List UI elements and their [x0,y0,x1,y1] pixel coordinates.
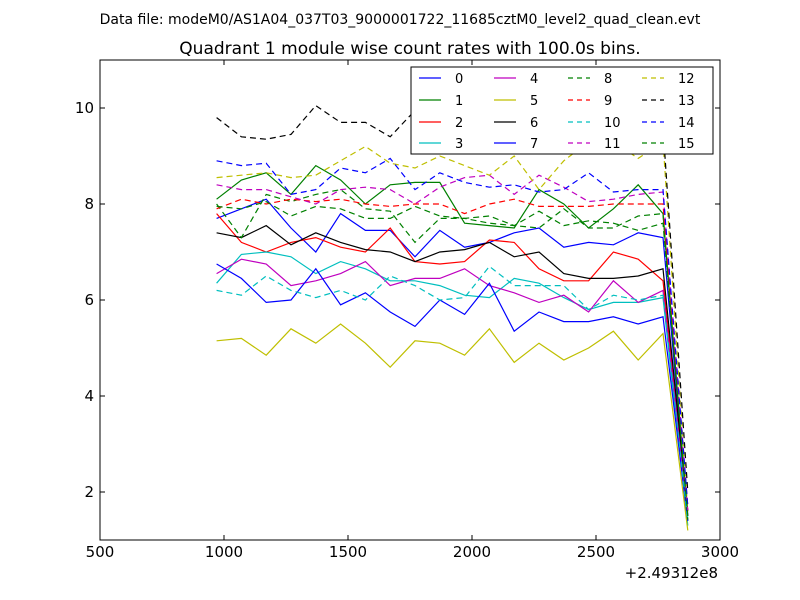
series-line-11 [216,174,689,512]
legend-label-2: 2 [455,116,463,131]
legend-label-1: 1 [455,94,463,109]
legend-label-12: 12 [678,72,695,87]
x-offset-label: +2.49312e8 [625,564,718,582]
series-line-7 [216,263,689,521]
chart-title: Quadrant 1 module wise count rates with … [179,39,640,59]
legend-label-4: 4 [530,72,538,87]
series-line-6 [216,224,689,512]
legend-label-6: 6 [530,116,538,131]
x-tick-label-500: 500 [86,543,115,561]
legend-label-8: 8 [604,72,612,87]
y-tick-label-2: 2 [84,483,94,501]
y-tick-label-6: 6 [84,291,94,309]
legend-label-11: 11 [604,137,621,152]
series-line-5 [216,323,689,531]
legend-frame [410,66,714,155]
series-line-0 [216,198,689,517]
legend-label-13: 13 [678,94,695,109]
legend-label-9: 9 [604,94,612,109]
series-line-9 [216,198,689,507]
series-line-4 [216,258,689,517]
series-line-14 [216,157,689,507]
series-line-3 [216,251,689,526]
legend-label-3: 3 [455,137,463,152]
x-tick-label-3000: 3000 [701,543,739,561]
legend-label-0: 0 [455,72,463,87]
legend-label-7: 7 [530,137,538,152]
series-line-8 [216,188,689,521]
legend-label-10: 10 [604,116,621,131]
legend-label-15: 15 [678,137,695,152]
x-tick-label-2500: 2500 [577,543,615,561]
series-line-10 [216,265,689,521]
y-tick-label-4: 4 [84,387,94,405]
series-layer [216,104,689,531]
series-line-2 [216,213,689,512]
series-line-12 [216,140,689,512]
legend-label-14: 14 [678,116,695,131]
x-tick-label-1000: 1000 [205,543,243,561]
y-tick-label-8: 8 [84,195,94,213]
legend-label-5: 5 [530,94,538,109]
y-tick-label-10: 10 [75,99,94,117]
series-line-1 [216,164,689,521]
series-line-15 [216,200,689,517]
x-tick-label-2000: 2000 [453,543,491,561]
suptitle: Data file: modeM0/AS1A04_037T03_90000017… [100,12,701,28]
x-tick-label-1500: 1500 [329,543,367,561]
